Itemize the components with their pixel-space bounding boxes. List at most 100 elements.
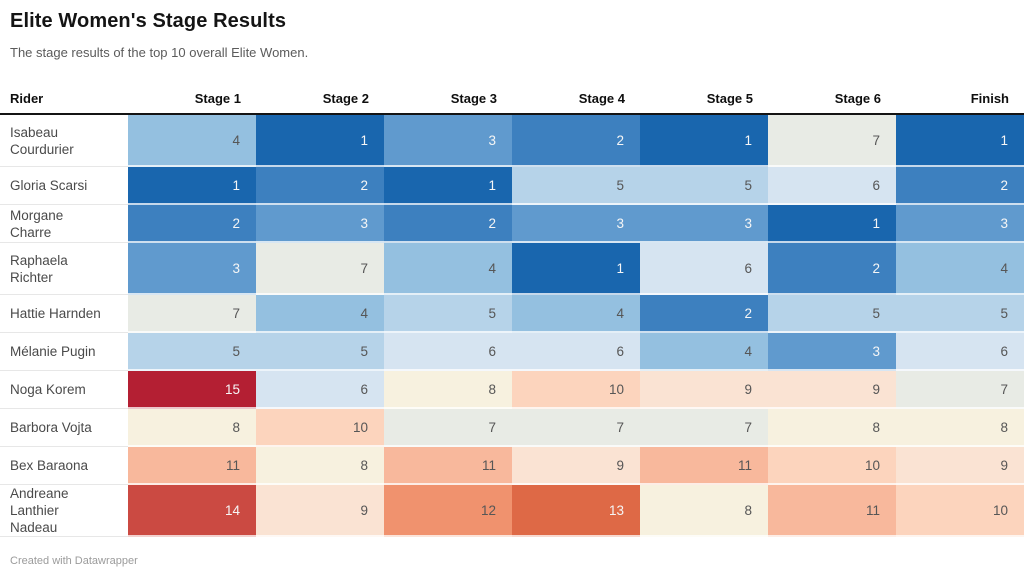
rider-name-line: Morgane Charre <box>10 207 64 240</box>
heatmap-cell: 8 <box>256 447 384 485</box>
column-header: Stage 6 <box>834 91 881 106</box>
rider-name-line: Bex Baraona <box>10 458 89 473</box>
rider-name-line: Courdurier <box>10 141 74 157</box>
heatmap-cell: 4 <box>896 243 1024 295</box>
heatmap-cell: 5 <box>128 333 256 371</box>
heatmap-cell: 12 <box>384 485 512 537</box>
heatmap-cell: 7 <box>256 243 384 295</box>
rider-name: Mélanie Pugin <box>0 333 128 371</box>
heatmap-cell: 3 <box>512 205 640 243</box>
table-row: Noga Korem 15 6 8 10 9 9 7 <box>0 371 1024 409</box>
heatmap-cell: 2 <box>896 167 1024 205</box>
heatmap-cell: 7 <box>768 115 896 167</box>
table-row: Mélanie Pugin 5 5 6 6 4 3 6 <box>0 333 1024 371</box>
rider-name-line: Noga Korem <box>10 382 86 397</box>
heatmap-cell: 7 <box>384 409 512 447</box>
heatmap-cell: 2 <box>768 243 896 295</box>
rider-name-line: Andreane <box>10 486 69 501</box>
heatmap-cell: 7 <box>128 295 256 333</box>
rider-name: Barbora Vojta <box>0 409 128 447</box>
heatmap-cell: 13 <box>512 485 640 537</box>
rider-name: Raphaela Richter <box>0 243 128 295</box>
rider-name-line: Gloria Scarsi <box>10 178 88 193</box>
heatmap-cell: 1 <box>640 115 768 167</box>
heatmap-cell: 6 <box>896 333 1024 371</box>
table-row: Raphaela Richter 3 7 4 1 6 2 4 <box>0 243 1024 295</box>
heatmap-cell: 1 <box>128 167 256 205</box>
table-body: Isabeau Courdurier 4 1 3 2 1 7 1 Gloria Scarsi 1 2 1… <box>0 115 1024 537</box>
heatmap-cell: 7 <box>640 409 768 447</box>
column-header: Stage 4 <box>578 91 625 106</box>
rider-name: Noga Korem <box>0 371 128 409</box>
rider-name-line: Lanthier Nadeau <box>10 503 59 535</box>
heatmap-cell: 15 <box>128 371 256 409</box>
heatmap-cell: 8 <box>896 409 1024 447</box>
heatmap-cell: 14 <box>128 485 256 537</box>
table-row: Morgane Charre 2 3 2 3 3 1 3 <box>0 205 1024 243</box>
heatmap-cell: 1 <box>384 167 512 205</box>
table-row: Andreane Lanthier Nadeau 14 9 12 13 8 11 10 <box>0 485 1024 537</box>
column-header: Stage 2 <box>322 91 369 106</box>
heatmap-cell: 9 <box>768 371 896 409</box>
heatmap-cell: 6 <box>512 333 640 371</box>
heatmap-cell: 3 <box>640 205 768 243</box>
heatmap-cell: 6 <box>768 167 896 205</box>
heatmap-cell: 3 <box>256 205 384 243</box>
heatmap-cell: 1 <box>768 205 896 243</box>
heatmap-cell: 4 <box>640 333 768 371</box>
heatmap-cell: 1 <box>256 115 384 167</box>
heatmap-cell: 5 <box>640 167 768 205</box>
rider-name: Isabeau Courdurier <box>0 115 128 167</box>
heatmap-cell: 8 <box>640 485 768 537</box>
rider-name: Morgane Charre <box>0 205 128 243</box>
heatmap-cell: 4 <box>128 115 256 167</box>
results-table: Rider Stage 1 Stage 2 Stage 3 Stage 4 Stage 5… <box>0 84 1024 537</box>
heatmap-cell: 7 <box>896 371 1024 409</box>
table-row: Barbora Vojta 8 10 7 7 7 8 8 <box>0 409 1024 447</box>
column-header: Stage 1 <box>194 91 241 106</box>
heatmap-cell: 5 <box>896 295 1024 333</box>
heatmap-cell: 11 <box>768 485 896 537</box>
heatmap-cell: 4 <box>384 243 512 295</box>
heatmap-cell: 2 <box>640 295 768 333</box>
heatmap-cell: 8 <box>128 409 256 447</box>
table-row: Bex Baraona 11 8 11 9 11 10 9 <box>0 447 1024 485</box>
rider-name-line: Barbora Vojta <box>10 420 92 435</box>
column-header: Stage 3 <box>450 91 497 106</box>
heatmap-cell: 6 <box>640 243 768 295</box>
heatmap-cell: 3 <box>384 115 512 167</box>
heatmap-cell: 10 <box>512 371 640 409</box>
heatmap-cell: 8 <box>384 371 512 409</box>
heatmap-cell: 5 <box>256 333 384 371</box>
heatmap-cell: 10 <box>896 485 1024 537</box>
heatmap-cell: 10 <box>256 409 384 447</box>
rider-name: Hattie Harnden <box>0 295 128 333</box>
heatmap-cell: 5 <box>384 295 512 333</box>
column-header: Rider <box>10 91 44 106</box>
footer-credit: Created with Datawrapper <box>10 555 138 567</box>
heatmap-cell: 2 <box>256 167 384 205</box>
rider-name-line: Raphaela <box>10 252 68 268</box>
heatmap-cell: 5 <box>768 295 896 333</box>
heatmap-cell: 11 <box>384 447 512 485</box>
heatmap-cell: 3 <box>896 205 1024 243</box>
heatmap-cell: 4 <box>512 295 640 333</box>
column-header: Stage 5 <box>706 91 753 106</box>
rider-name: Andreane Lanthier Nadeau <box>0 485 128 537</box>
rider-name-line: Richter <box>10 269 53 285</box>
column-header: Finish <box>970 91 1009 106</box>
heatmap-cell: 4 <box>256 295 384 333</box>
heatmap-cell: 10 <box>768 447 896 485</box>
table-header-row: Rider Stage 1 Stage 2 Stage 3 Stage 4 Stage 5… <box>0 84 1024 115</box>
heatmap-cell: 2 <box>384 205 512 243</box>
rider-name-line: Hattie Harnden <box>10 306 101 321</box>
heatmap-cell: 3 <box>768 333 896 371</box>
rider-name-line: Isabeau <box>10 124 59 140</box>
heatmap-cell: 9 <box>512 447 640 485</box>
rider-name-line: Mélanie Pugin <box>10 344 96 359</box>
heatmap-cell: 7 <box>512 409 640 447</box>
heatmap-cell: 9 <box>256 485 384 537</box>
heatmap-cell: 9 <box>640 371 768 409</box>
table-row: Isabeau Courdurier 4 1 3 2 1 7 1 <box>0 115 1024 167</box>
